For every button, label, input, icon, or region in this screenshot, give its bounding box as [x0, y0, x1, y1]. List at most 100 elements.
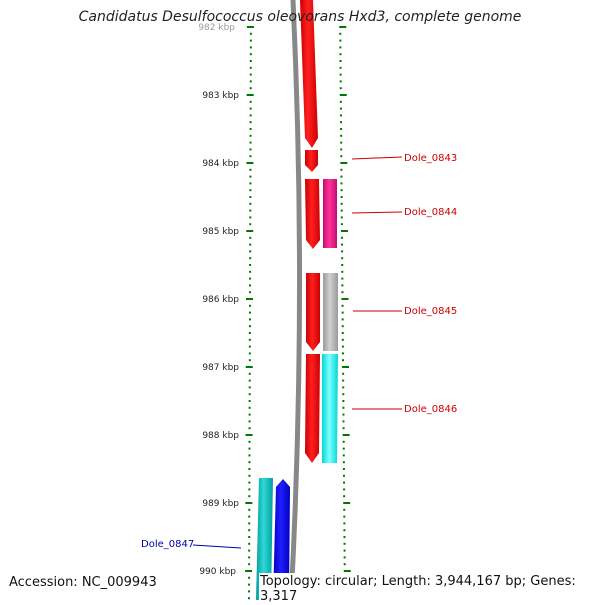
gene-feature — [305, 354, 320, 463]
second-track-genes — [322, 179, 338, 463]
minor-tick — [342, 359, 345, 362]
minor-tick — [248, 508, 251, 511]
major-tick — [245, 434, 253, 436]
minor-tick — [249, 80, 252, 83]
minor-tick — [339, 39, 342, 42]
minor-tick — [248, 372, 251, 375]
minor-tick — [249, 202, 252, 205]
leader-line — [351, 156, 403, 160]
major-tick — [342, 366, 350, 368]
minor-tick — [249, 114, 252, 117]
minor-tick — [339, 66, 342, 69]
minor-tick — [339, 73, 342, 76]
minor-tick — [341, 277, 344, 280]
minor-tick — [248, 379, 251, 382]
gene-label-dole-0844[interactable]: Dole_0844 — [404, 207, 457, 218]
minor-tick — [249, 87, 252, 90]
gene-feature — [305, 150, 318, 172]
gene-feature — [256, 478, 273, 600]
minor-tick — [341, 311, 344, 314]
minor-tick — [249, 168, 252, 171]
minor-tick — [248, 474, 251, 477]
minor-tick — [343, 549, 346, 552]
gene-label-leaders — [192, 156, 403, 549]
major-tick — [246, 94, 254, 96]
minor-tick — [339, 100, 342, 103]
minor-tick — [249, 277, 252, 280]
minor-tick — [248, 468, 251, 470]
minor-tick — [342, 474, 345, 477]
minor-tick — [343, 522, 346, 525]
minor-tick — [248, 338, 251, 341]
minor-tick — [342, 379, 345, 382]
minor-tick — [339, 87, 342, 90]
minor-tick — [339, 60, 342, 62]
minor-tick — [342, 440, 345, 443]
gene-label-dole-0846[interactable]: Dole_0846 — [404, 404, 457, 415]
major-tick — [246, 230, 254, 232]
minor-tick — [249, 53, 252, 56]
minor-tick — [339, 107, 342, 110]
minor-tick — [340, 168, 343, 171]
minor-tick — [249, 32, 252, 35]
gene-label-dole-0847[interactable]: Dole_0847 — [141, 539, 194, 550]
genome-backbone — [288, 0, 303, 600]
major-tick — [340, 230, 348, 232]
minor-tick — [343, 481, 346, 484]
minor-tick — [248, 352, 251, 355]
minor-tick — [249, 128, 252, 130]
minor-tick — [343, 542, 346, 545]
minor-tick — [248, 583, 251, 586]
minor-tick — [342, 447, 345, 450]
minor-tick — [342, 454, 345, 457]
tick-label: 982 kbp — [198, 23, 235, 33]
minor-tick — [249, 257, 252, 260]
minor-tick — [248, 325, 251, 328]
minor-tick — [342, 393, 345, 396]
minor-tick — [342, 468, 345, 470]
tick-label: 984 kbp — [202, 159, 239, 169]
reverse-strand-genes — [300, 0, 320, 463]
minor-tick — [341, 325, 344, 328]
tick-label: 983 kbp — [202, 91, 239, 101]
minor-tick — [248, 515, 251, 518]
minor-tick — [341, 257, 344, 260]
minor-tick — [249, 182, 252, 185]
minor-tick — [340, 189, 343, 192]
minor-tick — [248, 400, 251, 402]
minor-tick — [249, 66, 252, 69]
minor-tick — [248, 332, 251, 334]
gene-label-dole-0845[interactable]: Dole_0845 — [404, 306, 457, 317]
minor-tick — [249, 196, 252, 198]
gene-feature — [322, 354, 338, 463]
major-tick — [341, 298, 349, 300]
minor-tick — [340, 236, 343, 239]
minor-tick — [341, 250, 344, 253]
minor-tick — [248, 536, 251, 538]
minor-tick — [339, 46, 342, 49]
leader-line — [192, 544, 242, 549]
major-tick — [245, 570, 253, 572]
minor-tick — [248, 359, 251, 362]
minor-tick — [248, 427, 251, 430]
major-tick — [343, 570, 351, 572]
major-tick — [339, 94, 347, 96]
minor-tick — [343, 536, 346, 538]
minor-tick — [248, 481, 251, 484]
minor-tick — [340, 216, 343, 219]
major-tick — [343, 502, 351, 504]
tick-label: 989 kbp — [202, 499, 239, 509]
minor-tick — [248, 597, 251, 600]
minor-tick — [248, 461, 251, 464]
tick-label: 988 kbp — [202, 431, 239, 441]
minor-tick — [249, 223, 252, 226]
gene-label-dole-0843[interactable]: Dole_0843 — [404, 153, 457, 164]
minor-tick — [249, 155, 252, 158]
accession-info: Accession: NC_009943 — [9, 575, 157, 590]
minor-tick — [339, 114, 342, 117]
minor-tick — [342, 420, 345, 423]
minor-tick — [342, 427, 345, 430]
minor-tick — [341, 332, 344, 334]
minor-tick — [341, 318, 344, 321]
gene-feature — [323, 179, 337, 248]
